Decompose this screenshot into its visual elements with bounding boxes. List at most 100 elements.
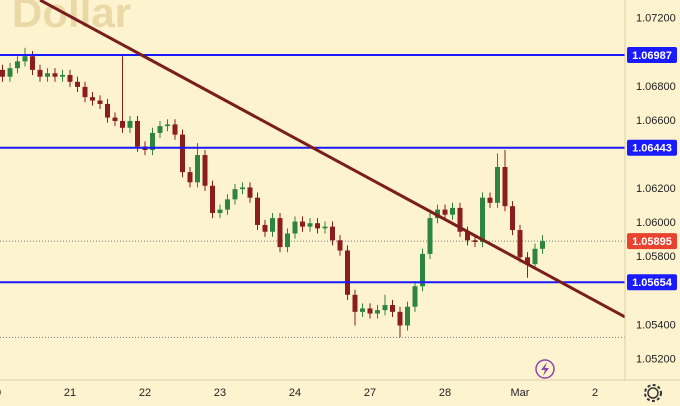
candle-body xyxy=(247,187,253,198)
candle-body xyxy=(105,103,110,118)
level-label: 1.06443 xyxy=(632,143,672,155)
plot-area: Dollar xyxy=(0,0,625,338)
settings-icon[interactable] xyxy=(644,384,662,402)
candle-body xyxy=(240,187,245,190)
candle-body xyxy=(165,124,170,127)
y-tick-label: 1.05400 xyxy=(636,319,676,331)
trendline xyxy=(39,0,625,319)
candle-body xyxy=(375,310,380,314)
y-tick-label: 1.07200 xyxy=(636,13,676,25)
candle-body xyxy=(457,207,463,232)
candle-body xyxy=(427,218,433,254)
candle-body xyxy=(412,286,418,307)
candle-body xyxy=(45,73,50,77)
candle-body xyxy=(495,166,500,203)
candle-body xyxy=(277,218,283,248)
candle-body xyxy=(187,172,193,183)
candle-body xyxy=(225,199,230,210)
candle-body xyxy=(262,224,268,232)
candle-body xyxy=(307,223,313,227)
candle-body xyxy=(397,311,403,326)
candle-body xyxy=(90,97,95,101)
candle-body xyxy=(465,231,470,241)
candle-body xyxy=(345,250,350,295)
candle-body xyxy=(37,69,43,77)
y-tick-label: 1.06000 xyxy=(636,217,676,229)
candle-body xyxy=(405,306,410,326)
candle-body xyxy=(127,120,133,128)
candle-body xyxy=(202,155,208,186)
candle-body xyxy=(15,61,20,69)
candle-body xyxy=(292,221,298,234)
candle-body xyxy=(487,197,493,203)
y-tick-label: 1.06800 xyxy=(636,81,676,93)
candle-body xyxy=(472,240,478,242)
x-tick-label: 2 xyxy=(592,387,598,399)
candle-body xyxy=(367,308,373,314)
candle-body xyxy=(180,134,185,173)
candle-body xyxy=(60,74,65,77)
candle-body xyxy=(525,257,530,265)
candle-body xyxy=(255,197,260,225)
candle-body xyxy=(112,117,118,121)
y-tick-label: 1.06200 xyxy=(636,183,676,195)
y-tick-label: 1.05800 xyxy=(636,251,676,263)
x-tick-label: 24 xyxy=(289,387,301,399)
replay-icon[interactable] xyxy=(535,359,555,379)
candle-body xyxy=(322,226,328,229)
candle-body xyxy=(420,253,425,287)
candle-body xyxy=(300,221,305,227)
x-tick-label: 27 xyxy=(364,387,376,399)
candle-body xyxy=(540,241,545,249)
last-price-box xyxy=(627,233,677,250)
x-tick-label: 22 xyxy=(139,387,151,399)
candle-body xyxy=(120,120,125,128)
candle-body xyxy=(217,209,223,214)
x-tick-label: Mar xyxy=(511,387,530,399)
candle-body xyxy=(195,155,200,183)
y-tick-label: 1.05200 xyxy=(636,353,676,365)
last-price-label: 1.05895 xyxy=(632,236,672,248)
x-tick-label: 21 xyxy=(64,387,76,399)
candle-body xyxy=(315,223,320,229)
candle-body xyxy=(75,81,80,87)
candle-body xyxy=(382,305,388,311)
candle-body xyxy=(502,166,508,207)
candle-body xyxy=(352,294,358,312)
candle-body xyxy=(135,120,140,147)
candle-body xyxy=(360,308,365,312)
y-tick-label: 1.06600 xyxy=(636,115,676,127)
candle-body xyxy=(337,240,343,251)
candle-body xyxy=(82,86,88,98)
candle-body xyxy=(285,233,290,248)
candle-body xyxy=(22,56,28,62)
level-label: 1.05654 xyxy=(632,277,673,289)
candle-body xyxy=(330,226,335,241)
level-label: 1.06987 xyxy=(632,50,672,62)
candle-body xyxy=(150,132,155,150)
candle-body xyxy=(510,206,515,231)
candle-body xyxy=(0,69,5,77)
candle-body xyxy=(157,126,163,133)
candle-body xyxy=(172,124,178,135)
candle-body xyxy=(390,305,395,312)
x-tick-label: 28 xyxy=(439,387,451,399)
candle-body xyxy=(532,248,538,265)
candle-body xyxy=(442,209,448,215)
x-tick-label: 20 xyxy=(0,387,1,399)
candle-body xyxy=(67,74,73,82)
x-tick-label: 23 xyxy=(214,387,226,399)
candle-body xyxy=(97,100,103,104)
candle-body xyxy=(480,197,485,242)
candle-body xyxy=(450,207,455,215)
candle-body xyxy=(210,185,215,214)
level-label-box xyxy=(627,139,677,156)
candle-body xyxy=(232,189,238,200)
candle-body xyxy=(7,68,13,77)
candle-body xyxy=(517,230,523,258)
candle-body xyxy=(270,218,275,232)
level-label-box xyxy=(627,47,677,64)
candle-body xyxy=(30,56,35,70)
